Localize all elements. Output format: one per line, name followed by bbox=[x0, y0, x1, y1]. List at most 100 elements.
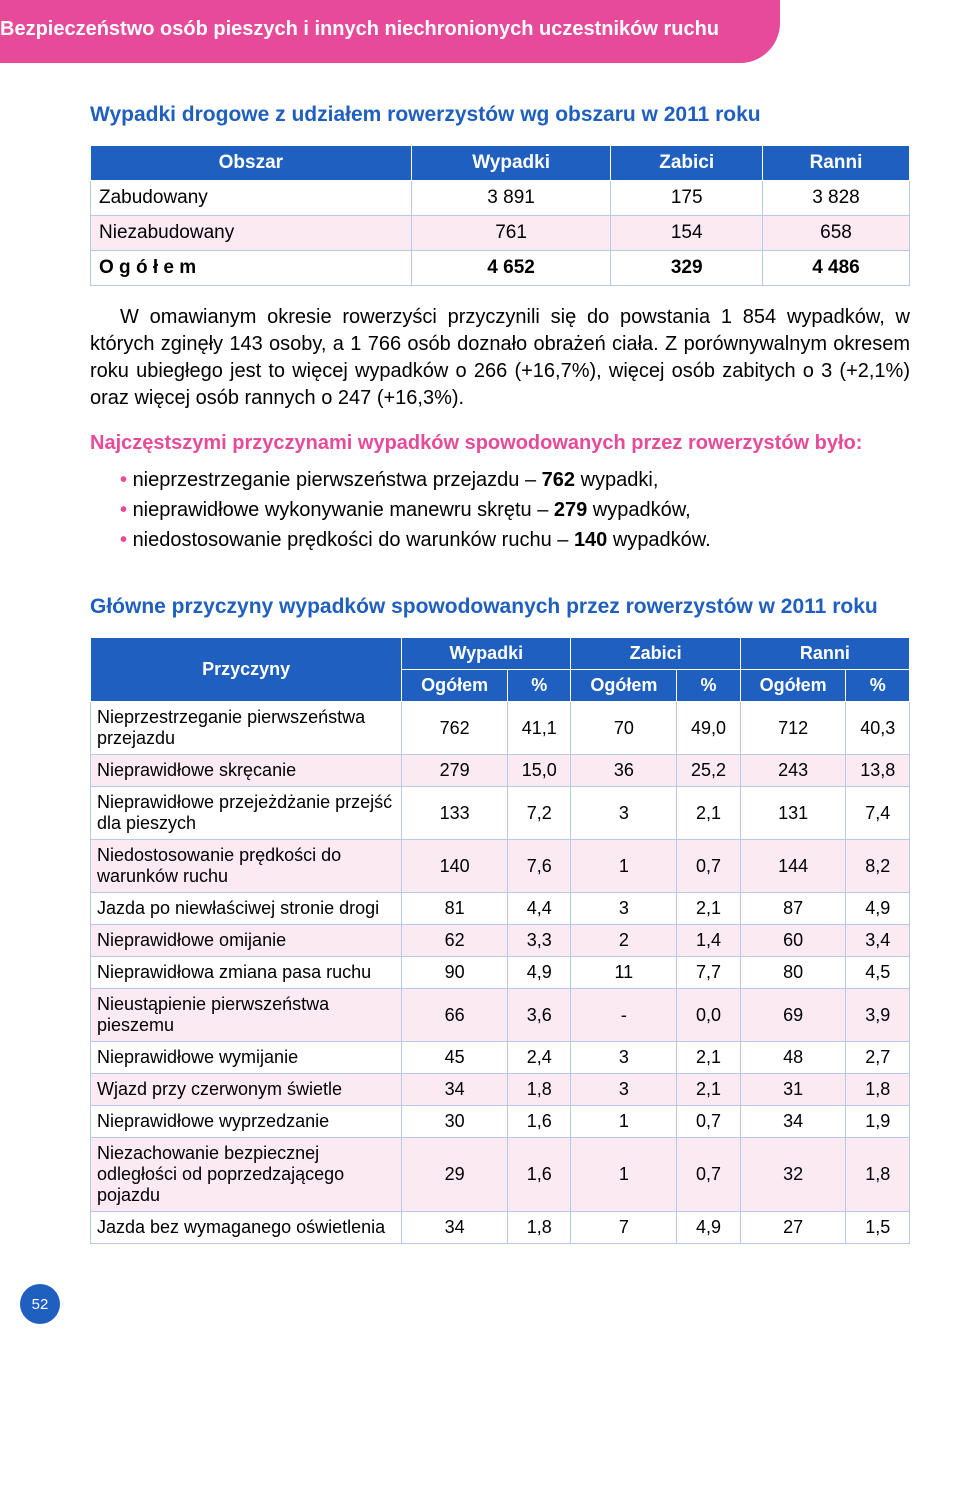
table-row: O g ó ł e m4 6523294 486 bbox=[91, 251, 910, 286]
table-cell: 90 bbox=[402, 957, 508, 989]
table-cell: 60 bbox=[740, 925, 846, 957]
table-row: Niedostosowanie prędkości do warunków ru… bbox=[91, 840, 910, 893]
table-cell: 3 bbox=[571, 893, 677, 925]
table-cell: 144 bbox=[740, 840, 846, 893]
table-cell: 8,2 bbox=[846, 840, 910, 893]
table-cell: 62 bbox=[402, 925, 508, 957]
table-cell: 81 bbox=[402, 893, 508, 925]
table-cell: Niezachowanie bezpiecznej odległości od … bbox=[91, 1138, 402, 1212]
table-cell: 1,8 bbox=[507, 1212, 571, 1244]
table-cell: 1 bbox=[571, 1106, 677, 1138]
table-row: Niezabudowany761154658 bbox=[91, 216, 910, 251]
table-cell: 30 bbox=[402, 1106, 508, 1138]
table-cell: 1,9 bbox=[846, 1106, 910, 1138]
table-cell: 3 891 bbox=[411, 181, 611, 216]
table-cell: 45 bbox=[402, 1042, 508, 1074]
table-cell: 2,1 bbox=[677, 787, 741, 840]
table-cell: 25,2 bbox=[677, 755, 741, 787]
table-header-cell: % bbox=[507, 670, 571, 702]
table-cell: 4 652 bbox=[411, 251, 611, 286]
table-cell: 2 bbox=[571, 925, 677, 957]
table-row: Jazda bez wymaganego oświetlenia341,874,… bbox=[91, 1212, 910, 1244]
table-cell: 7,2 bbox=[507, 787, 571, 840]
table-header-cell: Ranni bbox=[762, 146, 909, 181]
table-area: ObszarWypadkiZabiciRanni Zabudowany3 891… bbox=[90, 145, 910, 286]
table-cell: 3 828 bbox=[762, 181, 909, 216]
table-cell: 40,3 bbox=[846, 702, 910, 755]
table-cell: 80 bbox=[740, 957, 846, 989]
causes-list: nieprzestrzeganie pierwszeństwa przejazd… bbox=[120, 465, 910, 555]
table-cell: 1,6 bbox=[507, 1106, 571, 1138]
causes-lead: Najczęstszymi przyczynami wypadków spowo… bbox=[90, 430, 910, 457]
table-row: Nieprawidłowe wyprzedzanie301,610,7341,9 bbox=[91, 1106, 910, 1138]
table2-title: Główne przyczyny wypadków spowodowanych … bbox=[90, 595, 910, 619]
table-cell: Niezabudowany bbox=[91, 216, 412, 251]
table-row: Nieprawidłowe omijanie623,321,4603,4 bbox=[91, 925, 910, 957]
table-cell: 7 bbox=[571, 1212, 677, 1244]
table-cell: Nieprawidłowe omijanie bbox=[91, 925, 402, 957]
table-cell: 761 bbox=[411, 216, 611, 251]
table-cell: 69 bbox=[740, 989, 846, 1042]
table-cell: Nieprzestrzeganie pierwszeństwa przejazd… bbox=[91, 702, 402, 755]
page-number: 52 bbox=[20, 1284, 60, 1324]
table-cell: 7,7 bbox=[677, 957, 741, 989]
table-cell: 3,9 bbox=[846, 989, 910, 1042]
table-cell: 11 bbox=[571, 957, 677, 989]
table-cell: 15,0 bbox=[507, 755, 571, 787]
table-header-cell: Zabici bbox=[571, 638, 740, 670]
table-cell: Nieprawidłowe skręcanie bbox=[91, 755, 402, 787]
table-cell: Wjazd przy czerwonym świetle bbox=[91, 1074, 402, 1106]
table-cell: 70 bbox=[571, 702, 677, 755]
table-cell: 4,9 bbox=[507, 957, 571, 989]
table-row: Zabudowany3 8911753 828 bbox=[91, 181, 910, 216]
table-cell: 29 bbox=[402, 1138, 508, 1212]
table-cell: 32 bbox=[740, 1138, 846, 1212]
table-cell: 2,1 bbox=[677, 1042, 741, 1074]
table-cell: O g ó ł e m bbox=[91, 251, 412, 286]
table-cell: 48 bbox=[740, 1042, 846, 1074]
table-cell: 3,6 bbox=[507, 989, 571, 1042]
table-header-cell: Obszar bbox=[91, 146, 412, 181]
table-cell: 2,1 bbox=[677, 1074, 741, 1106]
table-header-cell: % bbox=[846, 670, 910, 702]
table-header-cell: Wypadki bbox=[411, 146, 611, 181]
table-cell: 2,7 bbox=[846, 1042, 910, 1074]
table-causes: PrzyczynyWypadkiZabiciRanni Ogółem%Ogółe… bbox=[90, 637, 910, 1244]
table-header-cell: % bbox=[677, 670, 741, 702]
table-cell: 3 bbox=[571, 787, 677, 840]
chapter-header: Bezpieczeństwo osób pieszych i innych ni… bbox=[0, 0, 780, 63]
table-cell: 0,7 bbox=[677, 840, 741, 893]
table-cell: 4,9 bbox=[677, 1212, 741, 1244]
table-cell: 1,5 bbox=[846, 1212, 910, 1244]
table-cell: 140 bbox=[402, 840, 508, 893]
table-row: Niezachowanie bezpiecznej odległości od … bbox=[91, 1138, 910, 1212]
table-cell: 0,7 bbox=[677, 1106, 741, 1138]
table-cell: 762 bbox=[402, 702, 508, 755]
table-cell: 0,0 bbox=[677, 989, 741, 1042]
table1-title: Wypadki drogowe z udziałem rowerzystów w… bbox=[90, 103, 910, 127]
table-cell: 3 bbox=[571, 1074, 677, 1106]
table-cell: 7,4 bbox=[846, 787, 910, 840]
table-row: Jazda po niewłaściwej stronie drogi814,4… bbox=[91, 893, 910, 925]
table-cell: 1,8 bbox=[507, 1074, 571, 1106]
table-cell: 3,4 bbox=[846, 925, 910, 957]
table-cell: 2,4 bbox=[507, 1042, 571, 1074]
table-cell: Nieprawidłowe wymijanie bbox=[91, 1042, 402, 1074]
table-cell: 4 486 bbox=[762, 251, 909, 286]
table-header-cell: Ogółem bbox=[402, 670, 508, 702]
table-cell: 36 bbox=[571, 755, 677, 787]
table-cell: 1 bbox=[571, 840, 677, 893]
table-cell: Jazda bez wymaganego oświetlenia bbox=[91, 1212, 402, 1244]
table-row: Nieprzestrzeganie pierwszeństwa przejazd… bbox=[91, 702, 910, 755]
table-cell: Nieprawidłowe wyprzedzanie bbox=[91, 1106, 402, 1138]
table-row: Nieprawidłowe przejeżdżanie przejść dla … bbox=[91, 787, 910, 840]
table-cell: 712 bbox=[740, 702, 846, 755]
table-header-cell: Przyczyny bbox=[91, 638, 402, 702]
table-cell: 131 bbox=[740, 787, 846, 840]
table-cell: 1,8 bbox=[846, 1138, 910, 1212]
table-cell: 1,8 bbox=[846, 1074, 910, 1106]
table-cell: 7,6 bbox=[507, 840, 571, 893]
table-cell: Nieustąpienie pierwszeństwa pieszemu bbox=[91, 989, 402, 1042]
table-cell: 3,3 bbox=[507, 925, 571, 957]
table-cell: 658 bbox=[762, 216, 909, 251]
